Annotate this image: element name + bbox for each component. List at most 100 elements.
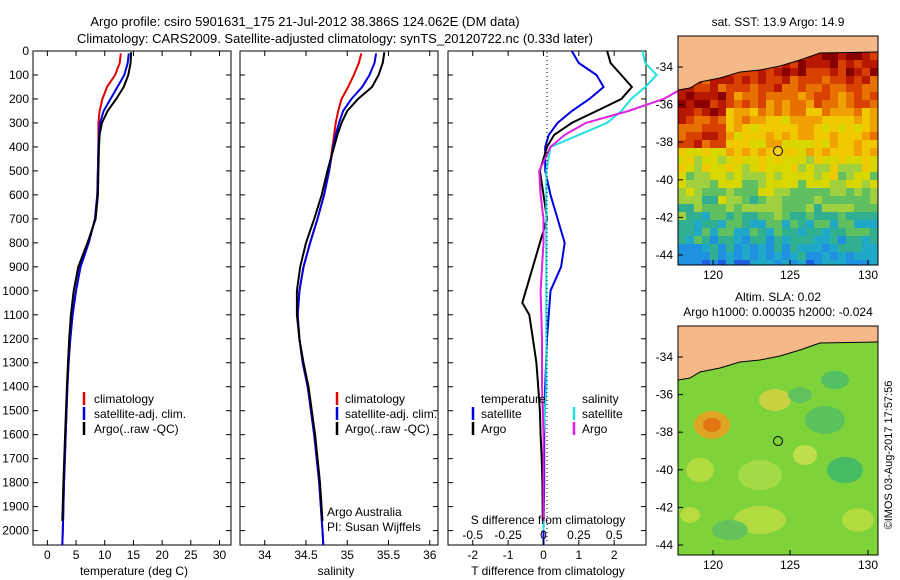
sst-cell <box>734 100 742 108</box>
sst-cell <box>854 116 862 124</box>
sst-cell <box>830 172 838 180</box>
sst-cell <box>766 108 774 116</box>
sst-cell <box>766 68 774 76</box>
sst-cell <box>846 148 854 156</box>
sst-cell <box>702 92 710 100</box>
sst-cell <box>694 100 702 108</box>
legend-satellite: satellite-adj. clim. <box>94 407 186 421</box>
sst-cell <box>726 260 734 265</box>
sst-cell <box>862 140 870 148</box>
sst-cell <box>766 228 774 236</box>
sst-cell <box>766 196 774 204</box>
sst-cell <box>838 172 846 180</box>
sst-cell <box>742 140 750 148</box>
sst-cell <box>678 124 686 132</box>
sst-cell <box>718 260 726 265</box>
sst-cell <box>734 108 742 116</box>
sst-map-frame <box>677 35 879 266</box>
sst-cell <box>814 124 822 132</box>
sst-cell <box>750 92 758 100</box>
sst-cell <box>830 220 838 228</box>
sst-cell <box>838 164 846 172</box>
sst-cell <box>822 52 830 60</box>
sst-cell <box>814 252 822 260</box>
sst-cell <box>806 84 814 92</box>
sst-cell <box>758 244 766 252</box>
sst-cell <box>862 68 870 76</box>
sst-cell <box>782 100 790 108</box>
sst-cell <box>814 140 822 148</box>
sst-cell <box>766 76 774 84</box>
sst-cell <box>814 212 822 220</box>
sst-cell <box>806 108 814 116</box>
sst-cell <box>726 100 734 108</box>
sst-cell <box>854 132 862 140</box>
sst-cell <box>782 132 790 140</box>
sst-cell <box>854 76 862 84</box>
sst-cell <box>678 116 686 124</box>
lon-tick-label: 130 <box>858 558 878 572</box>
sst-cell <box>822 164 830 172</box>
sst-cell <box>742 164 750 172</box>
sst-cell <box>870 84 878 92</box>
x-tick-label: -1 <box>503 548 514 562</box>
temperature-panel-frame <box>32 50 232 546</box>
sst-cell <box>710 140 718 148</box>
sst-cell <box>750 220 758 228</box>
sst-cell <box>774 156 782 164</box>
sst-cell <box>782 84 790 92</box>
lon-tick-label: 120 <box>703 268 723 282</box>
sst-cell <box>822 204 830 212</box>
sst-cell <box>702 196 710 204</box>
sst-cell <box>814 204 822 212</box>
difference-sat_salinity-line <box>542 50 658 531</box>
sst-cell <box>806 148 814 156</box>
sst-cell <box>766 84 774 92</box>
sla-map-title-line1: Altim. SLA: 0.02 <box>735 290 821 304</box>
sst-cell <box>694 228 702 236</box>
x-tick-top-label: 0 <box>540 528 547 542</box>
legend-sat-temperature: satellite <box>481 407 522 421</box>
sst-cell <box>782 108 790 116</box>
sst-cell <box>854 244 862 252</box>
sst-cell <box>870 52 878 60</box>
lat-tick-label: -44 <box>656 538 674 552</box>
sst-cell <box>870 116 878 124</box>
sst-cell <box>694 116 702 124</box>
depth-tick-label: 1000 <box>2 284 29 298</box>
sst-cell <box>734 140 742 148</box>
sst-cell <box>782 116 790 124</box>
sst-cell <box>734 252 742 260</box>
sst-cell <box>806 236 814 244</box>
sst-cell <box>846 220 854 228</box>
sst-cell <box>854 180 862 188</box>
sst-cell <box>686 204 694 212</box>
sst-cell <box>870 76 878 84</box>
sst-cell <box>742 260 750 265</box>
sst-cell <box>750 236 758 244</box>
sst-cell <box>790 228 798 236</box>
sst-cell <box>790 108 798 116</box>
sst-cell <box>774 212 782 220</box>
sst-cell <box>734 164 742 172</box>
sst-cell <box>822 260 830 265</box>
legend-argo-salinity: Argo <box>582 422 608 436</box>
sst-cell <box>822 132 830 140</box>
sst-cell <box>862 172 870 180</box>
sst-cell <box>758 196 766 204</box>
sst-cell <box>814 164 822 172</box>
sst-cell <box>782 76 790 84</box>
sst-cell <box>702 164 710 172</box>
sst-cell <box>718 196 726 204</box>
depth-tick-label: 400 <box>9 140 29 154</box>
sst-cell <box>790 60 798 68</box>
sst-cell <box>702 148 710 156</box>
sla-anomaly <box>827 457 863 483</box>
sst-cell <box>774 68 782 76</box>
sst-cell <box>758 108 766 116</box>
sst-cell <box>782 236 790 244</box>
sst-cell <box>710 204 718 212</box>
lat-tick-label: -38 <box>656 135 674 149</box>
sst-cell <box>798 212 806 220</box>
depth-tick-label: 600 <box>9 188 29 202</box>
